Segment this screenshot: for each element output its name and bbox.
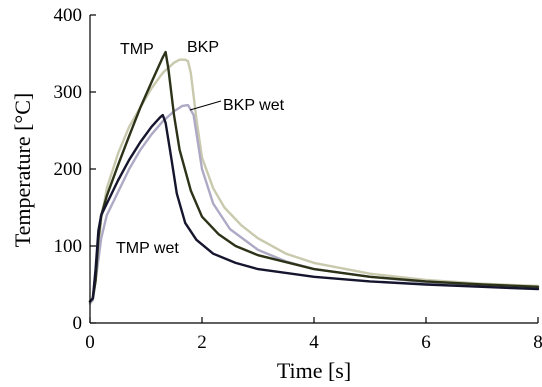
label-tmp: TMP [120, 41, 154, 58]
x-axis-title: Time [s] [277, 358, 351, 383]
x-tick-label: 0 [85, 332, 95, 353]
y-tick-label: 400 [54, 5, 83, 26]
series-line-bkp [88, 58, 540, 305]
label-tmp-wet: TMP wet [116, 240, 179, 257]
x-tick-label: 6 [421, 332, 431, 353]
x-tick-label: 8 [533, 332, 542, 353]
y-tick-label: 200 [54, 159, 83, 180]
y-tick-label: 300 [54, 82, 83, 103]
x-tick-label: 4 [309, 332, 319, 353]
y-tick-label: 0 [73, 313, 83, 334]
series-group [88, 50, 540, 305]
y-tick-label: 100 [54, 236, 83, 257]
label-bkp: BKP [187, 39, 219, 56]
ticks-group: 0 2 4 6 8 0 100 200 300 400 [54, 5, 542, 353]
label-bkp-wet: BKP wet [223, 97, 285, 114]
leader-bkp-wet [189, 100, 222, 111]
series-line-tmp-wet [88, 113, 540, 303]
y-axis-title: Temperature [°C] [10, 93, 35, 247]
x-tick-label: 2 [197, 332, 207, 353]
series-line-bkp-wet [88, 103, 540, 305]
